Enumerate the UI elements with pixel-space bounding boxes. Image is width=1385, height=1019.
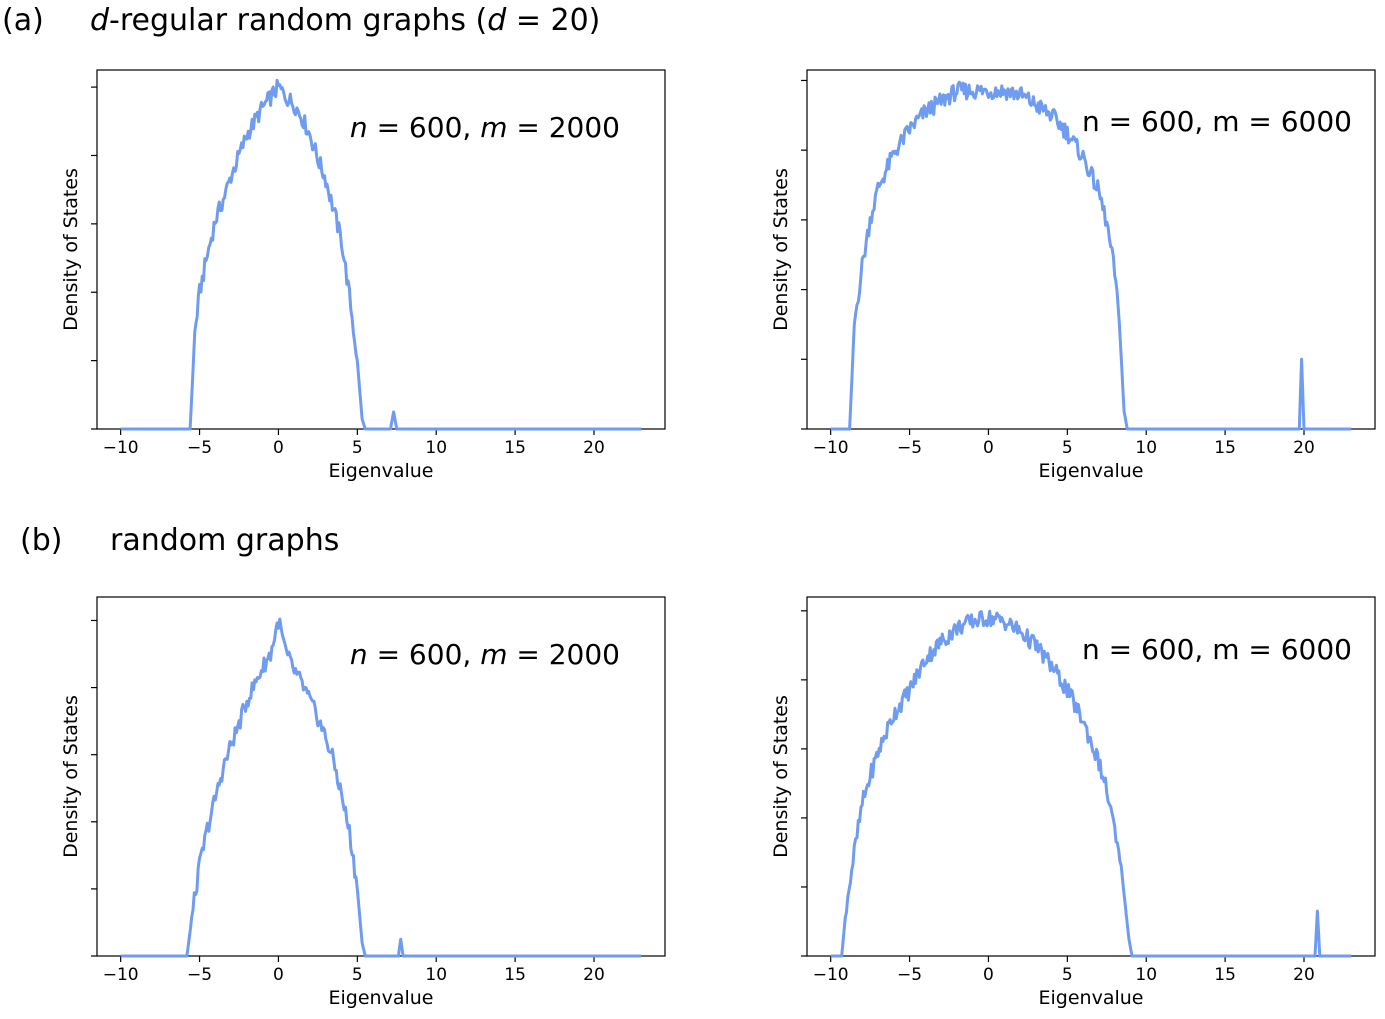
- chart-annotation: n = 600, m = 6000: [1082, 105, 1352, 138]
- x-tick-label: −10: [103, 965, 139, 985]
- chart-2: −10 −5 0 5 10 15 20 Eigenvalue Density of States…: [770, 69, 1376, 482]
- chart-annotation: n = 600, m = 2000: [350, 638, 620, 671]
- x-tick-label: 10: [1135, 438, 1157, 458]
- chart-4: −10 −5 0 5 10 15 20 Eigenvalue Density of States…: [770, 596, 1376, 1009]
- chart-1: −10 −5 0 5 10 15 20 Eigenvalue Density of States…: [60, 69, 666, 482]
- x-tick-label: 15: [504, 438, 526, 458]
- series-line: [830, 609, 1352, 958]
- y-axis-label: Density of States: [60, 695, 82, 858]
- x-tick-label: 20: [1293, 438, 1315, 458]
- x-tick-label: 5: [1062, 438, 1073, 458]
- x-tick-label: 5: [352, 438, 363, 458]
- x-tick-label: 20: [583, 438, 605, 458]
- x-tick-label: 10: [1135, 965, 1157, 985]
- x-axis-label: Eigenvalue: [329, 460, 434, 482]
- x-tick-label: 0: [273, 965, 284, 985]
- y-axis-label: Density of States: [770, 168, 792, 331]
- series-line: [830, 80, 1352, 431]
- chart-annotation: n = 600, m = 6000: [1082, 633, 1352, 666]
- x-tick-label: −5: [897, 438, 922, 458]
- x-tick-label: −10: [813, 438, 849, 458]
- x-tick-label: 5: [352, 965, 363, 985]
- x-tick-label: 15: [1214, 438, 1236, 458]
- series-line: [120, 617, 642, 958]
- panel-b-letter: (b): [20, 523, 63, 558]
- chart-3: −10 −5 0 5 10 15 20 Eigenvalue Density of States…: [60, 596, 666, 1009]
- x-tick-label: −10: [103, 438, 139, 458]
- x-tick-label: 10: [425, 965, 447, 985]
- x-tick-label: −5: [187, 438, 212, 458]
- x-tick-label: 20: [583, 965, 605, 985]
- x-tick-label: 15: [1214, 965, 1236, 985]
- x-tick-label: −10: [813, 965, 849, 985]
- x-tick-label: 0: [983, 965, 994, 985]
- y-axis-label: Density of States: [770, 695, 792, 858]
- plot-frame: [806, 69, 1376, 430]
- x-axis-label: Eigenvalue: [329, 987, 434, 1009]
- x-tick-label: 15: [504, 965, 526, 985]
- panel-b-title: random graphs: [110, 523, 340, 558]
- x-axis-label: Eigenvalue: [1039, 987, 1144, 1009]
- chart-annotation: n = 600, m = 2000: [350, 111, 620, 144]
- panel-a-letter: (a): [2, 3, 44, 38]
- x-tick-label: −5: [187, 965, 212, 985]
- x-tick-label: 0: [983, 438, 994, 458]
- plot-frame: [806, 596, 1376, 957]
- x-tick-label: 10: [425, 438, 447, 458]
- panel-a-title: d-regular random graphs (d = 20): [90, 3, 601, 38]
- x-axis-label: Eigenvalue: [1039, 460, 1144, 482]
- x-tick-label: −5: [897, 965, 922, 985]
- y-axis-label: Density of States: [60, 168, 82, 331]
- x-tick-label: 20: [1293, 965, 1315, 985]
- x-tick-label: 5: [1062, 965, 1073, 985]
- series-line: [120, 78, 642, 431]
- x-tick-label: 0: [273, 438, 284, 458]
